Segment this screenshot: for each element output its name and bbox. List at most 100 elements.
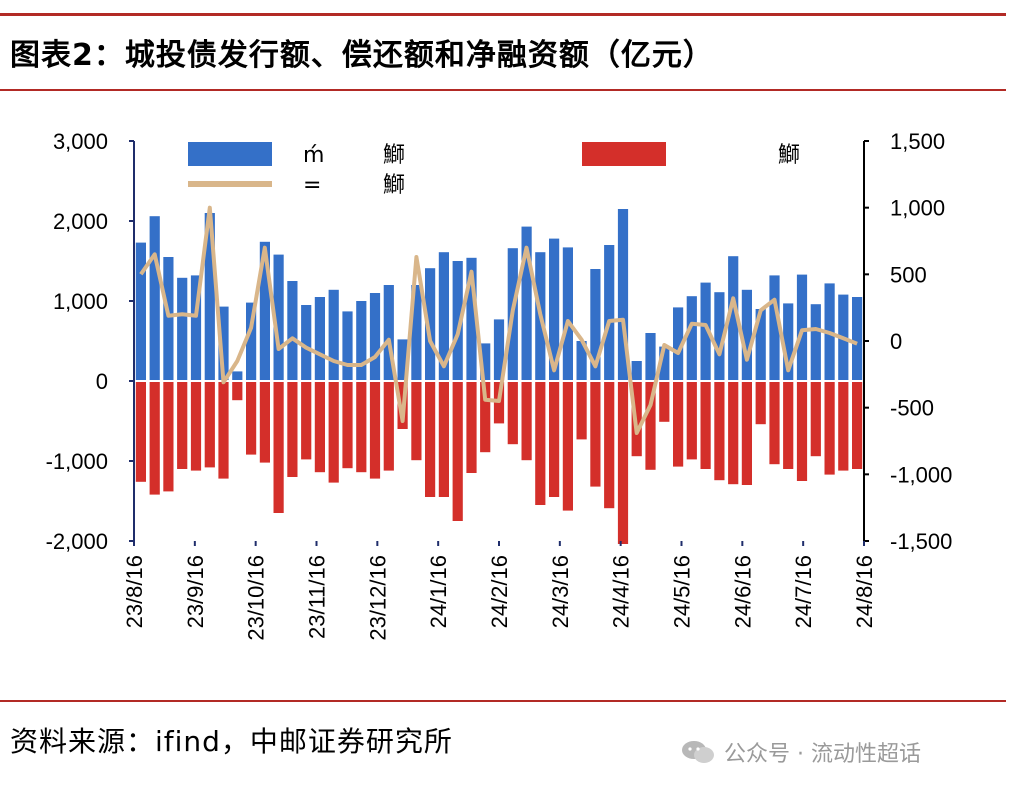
source-note: 资料来源：ifind，中邮证券研究所 [10, 725, 453, 758]
repayment-bar [645, 381, 656, 470]
repayment-bar [328, 381, 339, 483]
issuance-bar [493, 319, 505, 381]
plot-area: 3,000 2,000 1,000 0 -1,000 -2,000 1,500 1,000 50… [46, 129, 953, 641]
x-tick-label: 23/8/16 [122, 555, 147, 628]
issuance-bar [796, 274, 808, 381]
left-tick-label: -2,000 [46, 529, 108, 554]
repayment-bar [796, 381, 808, 481]
repayment-bar [700, 381, 711, 469]
repayment-bar [135, 381, 146, 482]
repayment-bar [342, 381, 353, 469]
right-tick-label: -500 [890, 396, 934, 421]
issuance-bar [163, 257, 174, 381]
watermark-text: 公众号 · 流动性超话 [724, 742, 921, 767]
x-tick-label: 23/10/16 [244, 555, 269, 641]
legend-extra-repayment: 鰤 [778, 143, 800, 168]
issuance-bar [700, 282, 711, 381]
left-tick-label: 0 [96, 369, 108, 394]
repayment-bar [521, 381, 532, 461]
repayment-bar [810, 381, 821, 457]
issuance-bar [659, 346, 670, 381]
repayment-bar [232, 381, 243, 401]
chart-title: 图表2：城投债发行额、偿还额和净融资额（亿元） [10, 38, 714, 73]
issuance-bar [521, 226, 532, 381]
repayment-bar [604, 381, 615, 509]
issuance-bar [686, 296, 697, 381]
repayment-bar [273, 381, 284, 513]
repayment-bar [301, 381, 312, 460]
issuance-bar [466, 257, 477, 381]
issuance-bar [218, 306, 229, 381]
issuance-bar [673, 307, 684, 381]
repayment-bar [755, 381, 766, 425]
repayment-bar [190, 381, 202, 471]
repayment-bar [383, 381, 394, 471]
repayment-bar [741, 381, 752, 485]
repayment-bar [562, 381, 573, 511]
issuance-bar [769, 275, 780, 381]
x-tick-label: 24/4/16 [609, 555, 634, 628]
issuance-bar [604, 245, 615, 381]
repayment-bar [576, 381, 587, 440]
issuance-bar [135, 242, 146, 381]
repayment-bar [149, 381, 160, 495]
issuance-bar [645, 333, 656, 381]
issuance-bar [728, 256, 739, 381]
left-tick-label: 2,000 [53, 209, 108, 234]
issuance-bar [246, 302, 257, 381]
issuance-bar [411, 285, 422, 381]
repayment-bar [218, 381, 229, 479]
repayment-bar [177, 381, 188, 469]
repayment-bar [246, 381, 257, 455]
x-tick-label: 24/5/16 [670, 555, 695, 628]
wechat-icon [682, 741, 714, 763]
right-tick-label: 500 [890, 262, 927, 287]
repayment-bar [617, 381, 629, 544]
issuance-bar [287, 281, 298, 381]
repayment-bar [480, 381, 491, 453]
x-tick-label: 24/1/16 [426, 555, 451, 628]
chart: 3,000 2,000 1,000 0 -1,000 -2,000 1,500 1,000 50… [46, 129, 953, 641]
issuance-bar [852, 297, 863, 381]
issuance-bar [617, 209, 629, 381]
repayment-bar [535, 381, 546, 505]
legend-extra-issuance: 鰤 [383, 143, 405, 168]
issuance-bar [576, 341, 587, 381]
issuance-bar [397, 339, 408, 381]
repayment-bar [411, 381, 422, 461]
repayment-bar [549, 381, 560, 497]
x-tick-label: 24/8/16 [852, 555, 877, 628]
issuance-bar [810, 304, 821, 381]
issuance-bar [328, 289, 339, 381]
legend-swatch-repayment [582, 142, 666, 166]
left-tick-label: -1,000 [46, 449, 108, 474]
left-tick-label: 1,000 [53, 289, 108, 314]
repayment-bar [204, 381, 215, 468]
repayment-bar [673, 381, 684, 467]
repayment-bar [852, 381, 863, 469]
x-tick-label: 24/3/16 [548, 555, 573, 628]
issuance-bar [425, 268, 436, 381]
issuance-bar [301, 305, 312, 381]
issuance-bar [438, 252, 449, 381]
x-tick-label: 23/9/16 [183, 555, 208, 628]
issuance-bar [783, 303, 794, 381]
repayment-bar [507, 381, 518, 445]
repayment-bar [783, 381, 794, 469]
issuance-bar [204, 213, 215, 381]
repayment-bar [356, 381, 367, 473]
bottom-rule [0, 700, 1006, 702]
legend-swatch-issuance [188, 142, 272, 166]
left-tick-label: 3,000 [53, 129, 108, 154]
issuance-bar [177, 277, 188, 381]
repayment-bar [163, 381, 174, 492]
issuance-bar [590, 269, 601, 381]
repayment-bar [452, 381, 463, 521]
net-financing-line [139, 205, 858, 435]
right-tick-label: -1,000 [890, 462, 952, 487]
repayment-bar [728, 381, 739, 485]
repayment-bar [824, 381, 835, 475]
issuance-bar [452, 261, 463, 381]
repayment-bar [769, 381, 780, 465]
repayment-bar [714, 381, 725, 481]
